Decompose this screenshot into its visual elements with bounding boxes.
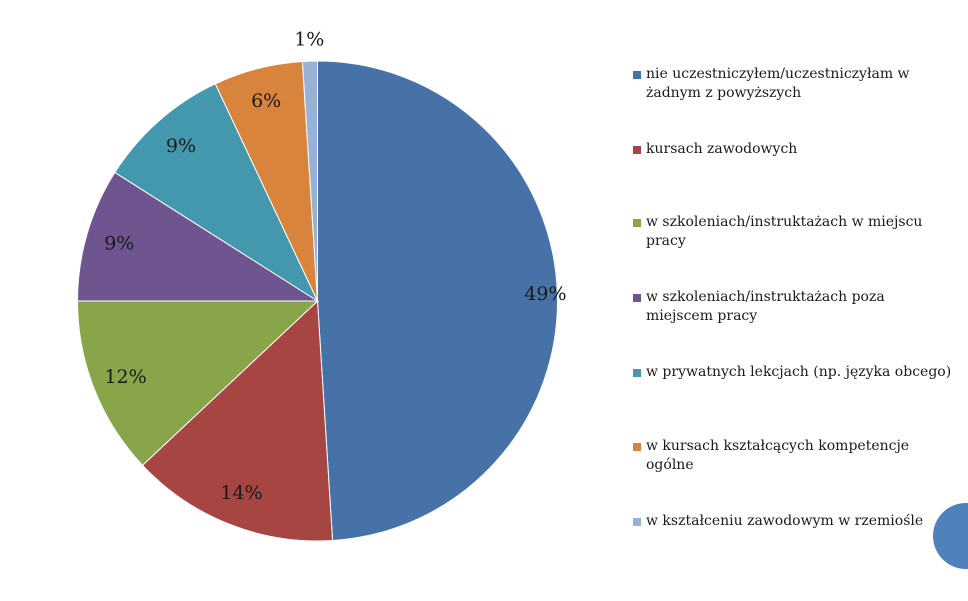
legend-swatch xyxy=(633,518,641,526)
pie-slice xyxy=(114,83,319,303)
slice-percent-label: 12% xyxy=(104,366,146,388)
slice-percent-label: 6% xyxy=(251,90,281,112)
legend-item: w prywatnych lekcjach (np. języka obcego… xyxy=(633,363,953,382)
legend-swatch xyxy=(633,219,641,227)
legend-label: kursach zawodowych xyxy=(646,141,798,157)
legend-label: w prywatnych lekcjach (np. języka obcego… xyxy=(646,364,952,380)
pie-slice xyxy=(317,60,558,542)
legend-swatch xyxy=(633,294,641,302)
legend-swatch xyxy=(633,71,641,79)
legend-swatch xyxy=(633,369,641,377)
legend-swatch xyxy=(633,146,641,154)
pie-slice xyxy=(301,60,318,302)
slice-percent-label: 9% xyxy=(104,232,134,254)
legend-swatch xyxy=(633,443,641,451)
legend-item: kursach zawodowych xyxy=(633,140,953,159)
legend-item: w kursach kształcących kompetencje ogóln… xyxy=(633,437,953,475)
slice-percent-label: 9% xyxy=(166,135,196,157)
legend-label: w kursach kształcących kompetencje ogóln… xyxy=(646,438,910,473)
legend-item: nie uczestniczyłem/uczestniczyłam w żadn… xyxy=(633,65,953,103)
pie-slice xyxy=(141,299,334,542)
slice-percent-label: 14% xyxy=(220,482,262,504)
legend-label: w szkoleniach/instruktażach poza miejsce… xyxy=(646,289,885,324)
pie-slice xyxy=(76,300,319,466)
pie-slice xyxy=(76,171,320,302)
legend-item: w szkoleniach/instruktażach poza miejsce… xyxy=(633,288,953,326)
legend-label: w kształceniu zawodowym w rzemiośle xyxy=(646,513,924,529)
legend-item: w kształceniu zawodowym w rzemiośle xyxy=(633,512,953,531)
legend-label: w szkoleniach/instruktażach w miejscu pr… xyxy=(646,214,923,249)
slice-percent-label: 49% xyxy=(524,283,566,305)
legend-label: nie uczestniczyłem/uczestniczyłam w żadn… xyxy=(646,66,910,101)
slice-percent-label: 1% xyxy=(294,29,324,51)
legend-item: w szkoleniach/instruktażach w miejscu pr… xyxy=(633,213,953,251)
